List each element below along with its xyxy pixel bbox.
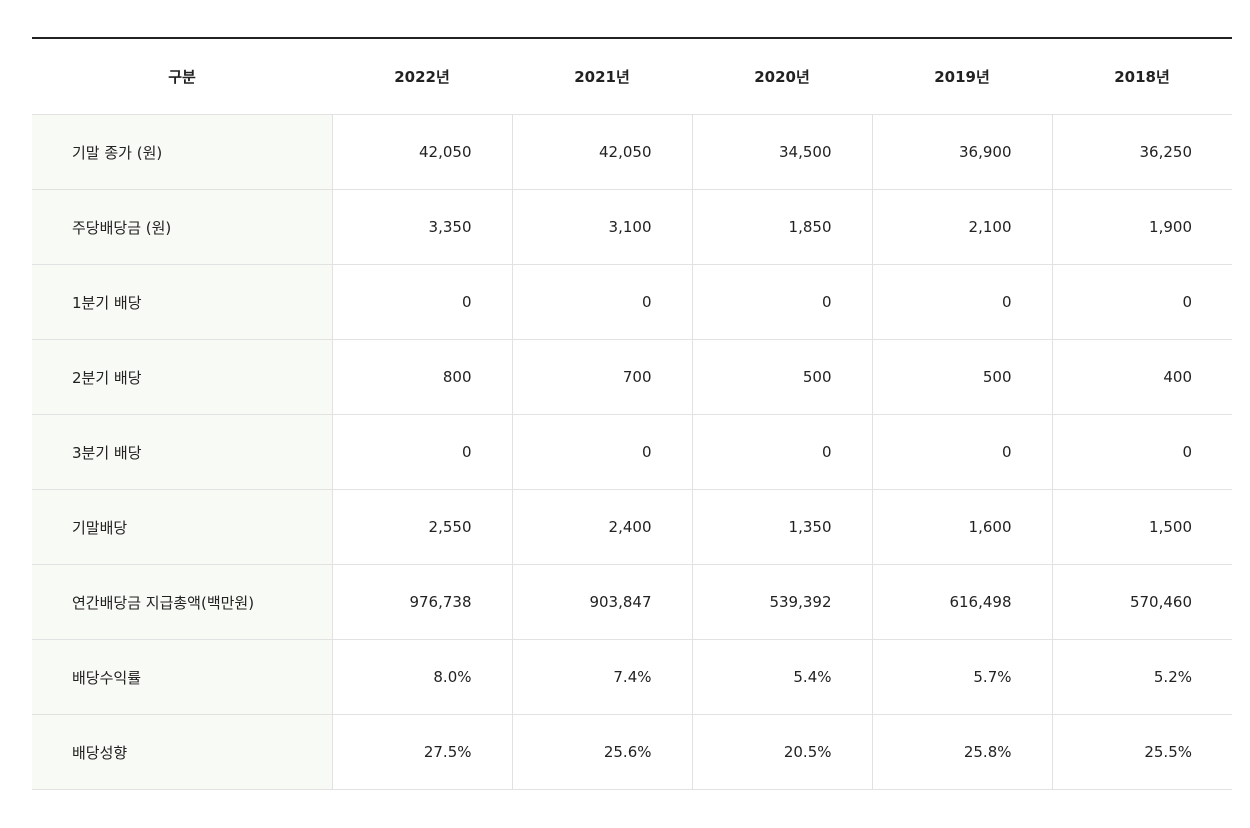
value-cell: 800 xyxy=(331,339,512,415)
table-container: 구분 2022년 2021년 2020년 2019년 2018년 기말 종가 (원) 42,… xyxy=(32,37,1232,790)
table-body: 기말 종가 (원) 42,050 42,050 34,500 36,900 36,250 주… xyxy=(32,114,1232,790)
value-cell: 1,600 xyxy=(871,489,1052,565)
header-cell: 구분 xyxy=(32,38,332,115)
value-cell: 976,738 xyxy=(331,564,512,640)
value-cell: 34,500 xyxy=(691,114,872,190)
value-cell: 1,850 xyxy=(691,189,872,265)
value-cell: 42,050 xyxy=(331,114,512,190)
row-label: 주당배당금 (원) xyxy=(32,189,332,265)
table-row: 배당수익률 8.0% 7.4% 5.4% 5.7% 5.2% xyxy=(32,639,1232,715)
table-header: 구분 2022년 2021년 2020년 2019년 2018년 xyxy=(32,38,1232,115)
table-row: 배당성향 27.5% 25.6% 20.5% 25.8% 25.5% xyxy=(32,714,1232,790)
value-cell: 2,400 xyxy=(511,489,692,565)
value-cell: 36,250 xyxy=(1051,114,1232,190)
header-cell: 2018년 xyxy=(1052,38,1232,115)
value-cell: 1,350 xyxy=(691,489,872,565)
value-cell: 1,500 xyxy=(1051,489,1232,565)
value-cell: 7.4% xyxy=(511,639,692,715)
row-label: 3분기 배당 xyxy=(32,414,332,490)
value-cell: 400 xyxy=(1051,339,1232,415)
row-label: 1분기 배당 xyxy=(32,264,332,340)
value-cell: 700 xyxy=(511,339,692,415)
value-cell: 0 xyxy=(331,264,512,340)
value-cell: 0 xyxy=(331,414,512,490)
table-row: 주당배당금 (원) 3,350 3,100 1,850 2,100 1,900 xyxy=(32,189,1232,265)
row-label: 연간배당금 지급총액(백만원) xyxy=(32,564,332,640)
table-row: 2분기 배당 800 700 500 500 400 xyxy=(32,339,1232,415)
row-label: 기말 종가 (원) xyxy=(32,114,332,190)
value-cell: 25.6% xyxy=(511,714,692,790)
value-cell: 42,050 xyxy=(511,114,692,190)
value-cell: 3,100 xyxy=(511,189,692,265)
value-cell: 0 xyxy=(871,264,1052,340)
value-cell: 0 xyxy=(511,264,692,340)
value-cell: 0 xyxy=(511,414,692,490)
row-label: 기말배당 xyxy=(32,489,332,565)
value-cell: 5.7% xyxy=(871,639,1052,715)
value-cell: 0 xyxy=(1051,414,1232,490)
value-cell: 0 xyxy=(1051,264,1232,340)
header-cell: 2021년 xyxy=(512,38,692,115)
row-label: 배당성향 xyxy=(32,714,332,790)
value-cell: 2,100 xyxy=(871,189,1052,265)
value-cell: 36,900 xyxy=(871,114,1052,190)
value-cell: 0 xyxy=(691,414,872,490)
value-cell: 20.5% xyxy=(691,714,872,790)
header-cell: 2022년 xyxy=(332,38,512,115)
table-row: 기말배당 2,550 2,400 1,350 1,600 1,500 xyxy=(32,489,1232,565)
row-label: 배당수익률 xyxy=(32,639,332,715)
header-cell: 2019년 xyxy=(872,38,1052,115)
value-cell: 27.5% xyxy=(331,714,512,790)
value-cell: 539,392 xyxy=(691,564,872,640)
value-cell: 500 xyxy=(871,339,1052,415)
value-cell: 570,460 xyxy=(1051,564,1232,640)
value-cell: 903,847 xyxy=(511,564,692,640)
value-cell: 5.4% xyxy=(691,639,872,715)
table-row: 연간배당금 지급총액(백만원) 976,738 903,847 539,392 616,… xyxy=(32,564,1232,640)
table-row: 3분기 배당 0 0 0 0 0 xyxy=(32,414,1232,490)
header-row: 구분 2022년 2021년 2020년 2019년 2018년 xyxy=(32,38,1232,115)
dividend-table: 구분 2022년 2021년 2020년 2019년 2018년 기말 종가 (원) 42,… xyxy=(32,37,1232,790)
value-cell: 1,900 xyxy=(1051,189,1232,265)
value-cell: 3,350 xyxy=(331,189,512,265)
value-cell: 500 xyxy=(691,339,872,415)
value-cell: 0 xyxy=(871,414,1052,490)
header-cell: 2020년 xyxy=(692,38,872,115)
value-cell: 616,498 xyxy=(871,564,1052,640)
value-cell: 8.0% xyxy=(331,639,512,715)
row-label: 2분기 배당 xyxy=(32,339,332,415)
value-cell: 25.8% xyxy=(871,714,1052,790)
value-cell: 0 xyxy=(691,264,872,340)
value-cell: 25.5% xyxy=(1051,714,1232,790)
value-cell: 5.2% xyxy=(1051,639,1232,715)
table-row: 기말 종가 (원) 42,050 42,050 34,500 36,900 36,250 xyxy=(32,114,1232,190)
table-row: 1분기 배당 0 0 0 0 0 xyxy=(32,264,1232,340)
value-cell: 2,550 xyxy=(331,489,512,565)
